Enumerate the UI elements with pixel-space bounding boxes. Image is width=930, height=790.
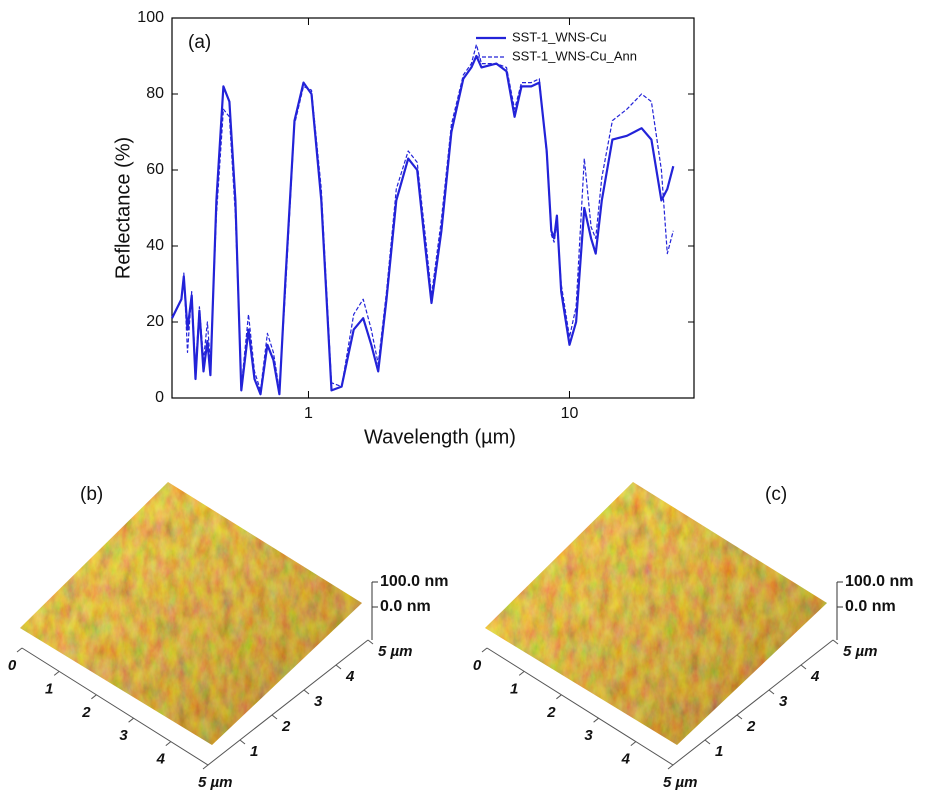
afm-y-tick-label: 3 [314,693,323,710]
afm-y-tick-label: 2 [746,718,756,735]
y-tick-label: 60 [146,161,164,178]
afm-z-label: 100.0 nm [845,573,913,590]
afm-shading [20,482,362,745]
series-line [183,44,674,391]
afm-y-tick [303,689,310,695]
afm-y-tick [768,689,775,695]
afm-y-tick [367,639,374,645]
y-tick-label: 40 [146,237,164,254]
afm-y-tick [239,739,246,745]
afm-x-tick-label: 2 [546,704,556,721]
afm-x-tick-label: 4 [621,751,631,768]
afm-y-tick-label: 5 µm [843,643,878,660]
afm-z-label: 0.0 nm [380,598,431,615]
afm-z-label: 100.0 nm [380,573,448,590]
afm-x-tick-label: 1 [510,680,518,697]
series-line [171,54,675,396]
panel-label: (c) [765,484,787,505]
afm-z-label: 0.0 nm [845,598,896,615]
x-tick-label: 10 [561,405,579,422]
legend-label: SST-1_WNS-Cu_Ann [512,48,637,63]
afm-y-tick-label: 4 [810,668,820,685]
afm-x-tick-label: 2 [81,704,91,721]
afm-x-tick-label: 1 [45,680,53,697]
afm-x-tick [481,647,488,653]
afm-x-tick [593,717,599,723]
x-tick-label: 1 [304,405,313,422]
afm-y-tick [800,664,807,670]
afm-y-tick-label: 1 [715,743,723,760]
panel-label: (b) [80,484,103,505]
panel-label: (a) [188,32,211,53]
plot-frame [171,17,695,399]
afm-x-tick [667,764,674,770]
afm-x-tick [518,671,525,676]
afm-x-tick [128,717,134,723]
afm-y-tick [335,664,342,670]
afm-x-tick [53,671,60,676]
afm-shading [485,482,827,745]
afm-y-tick-label: 4 [345,668,355,685]
y-tick-label: 0 [155,389,164,406]
x-axis-label: Wavelength (µm) [364,426,516,448]
afm-x-tick [91,694,97,700]
afm-y-tick [736,714,743,720]
afm-x-tick-label: 4 [156,751,166,768]
afm-x-tick [630,741,637,746]
afm-x-tick [202,764,209,770]
afm-x-tick-label: 3 [119,727,128,744]
afm-x-tick-label: 0 [8,657,17,674]
afm-x-tick [556,694,562,700]
afm-x-tick-label: 5 µm [663,774,698,790]
afm-x-tick [165,741,172,746]
afm-x-tick-label: 0 [473,657,482,674]
afm-y-tick-label: 5 µm [378,643,413,660]
afm-y-tick-label: 1 [250,743,258,760]
afm-x-tick [16,647,23,653]
afm-y-tick-label: 3 [779,693,788,710]
afm-y-tick [271,714,278,720]
y-tick-label: 80 [146,85,164,102]
afm-x-tick-label: 5 µm [198,774,233,790]
legend-label: SST-1_WNS-Cu [512,29,607,44]
afm-y-tick [832,639,839,645]
afm-x-tick-label: 3 [584,727,593,744]
afm-y-tick [704,739,711,745]
y-axis-label: Reflectance (%) [112,137,134,279]
afm-y-tick-label: 2 [281,718,291,735]
y-tick-label: 100 [137,9,164,26]
y-tick-label: 20 [146,313,164,330]
